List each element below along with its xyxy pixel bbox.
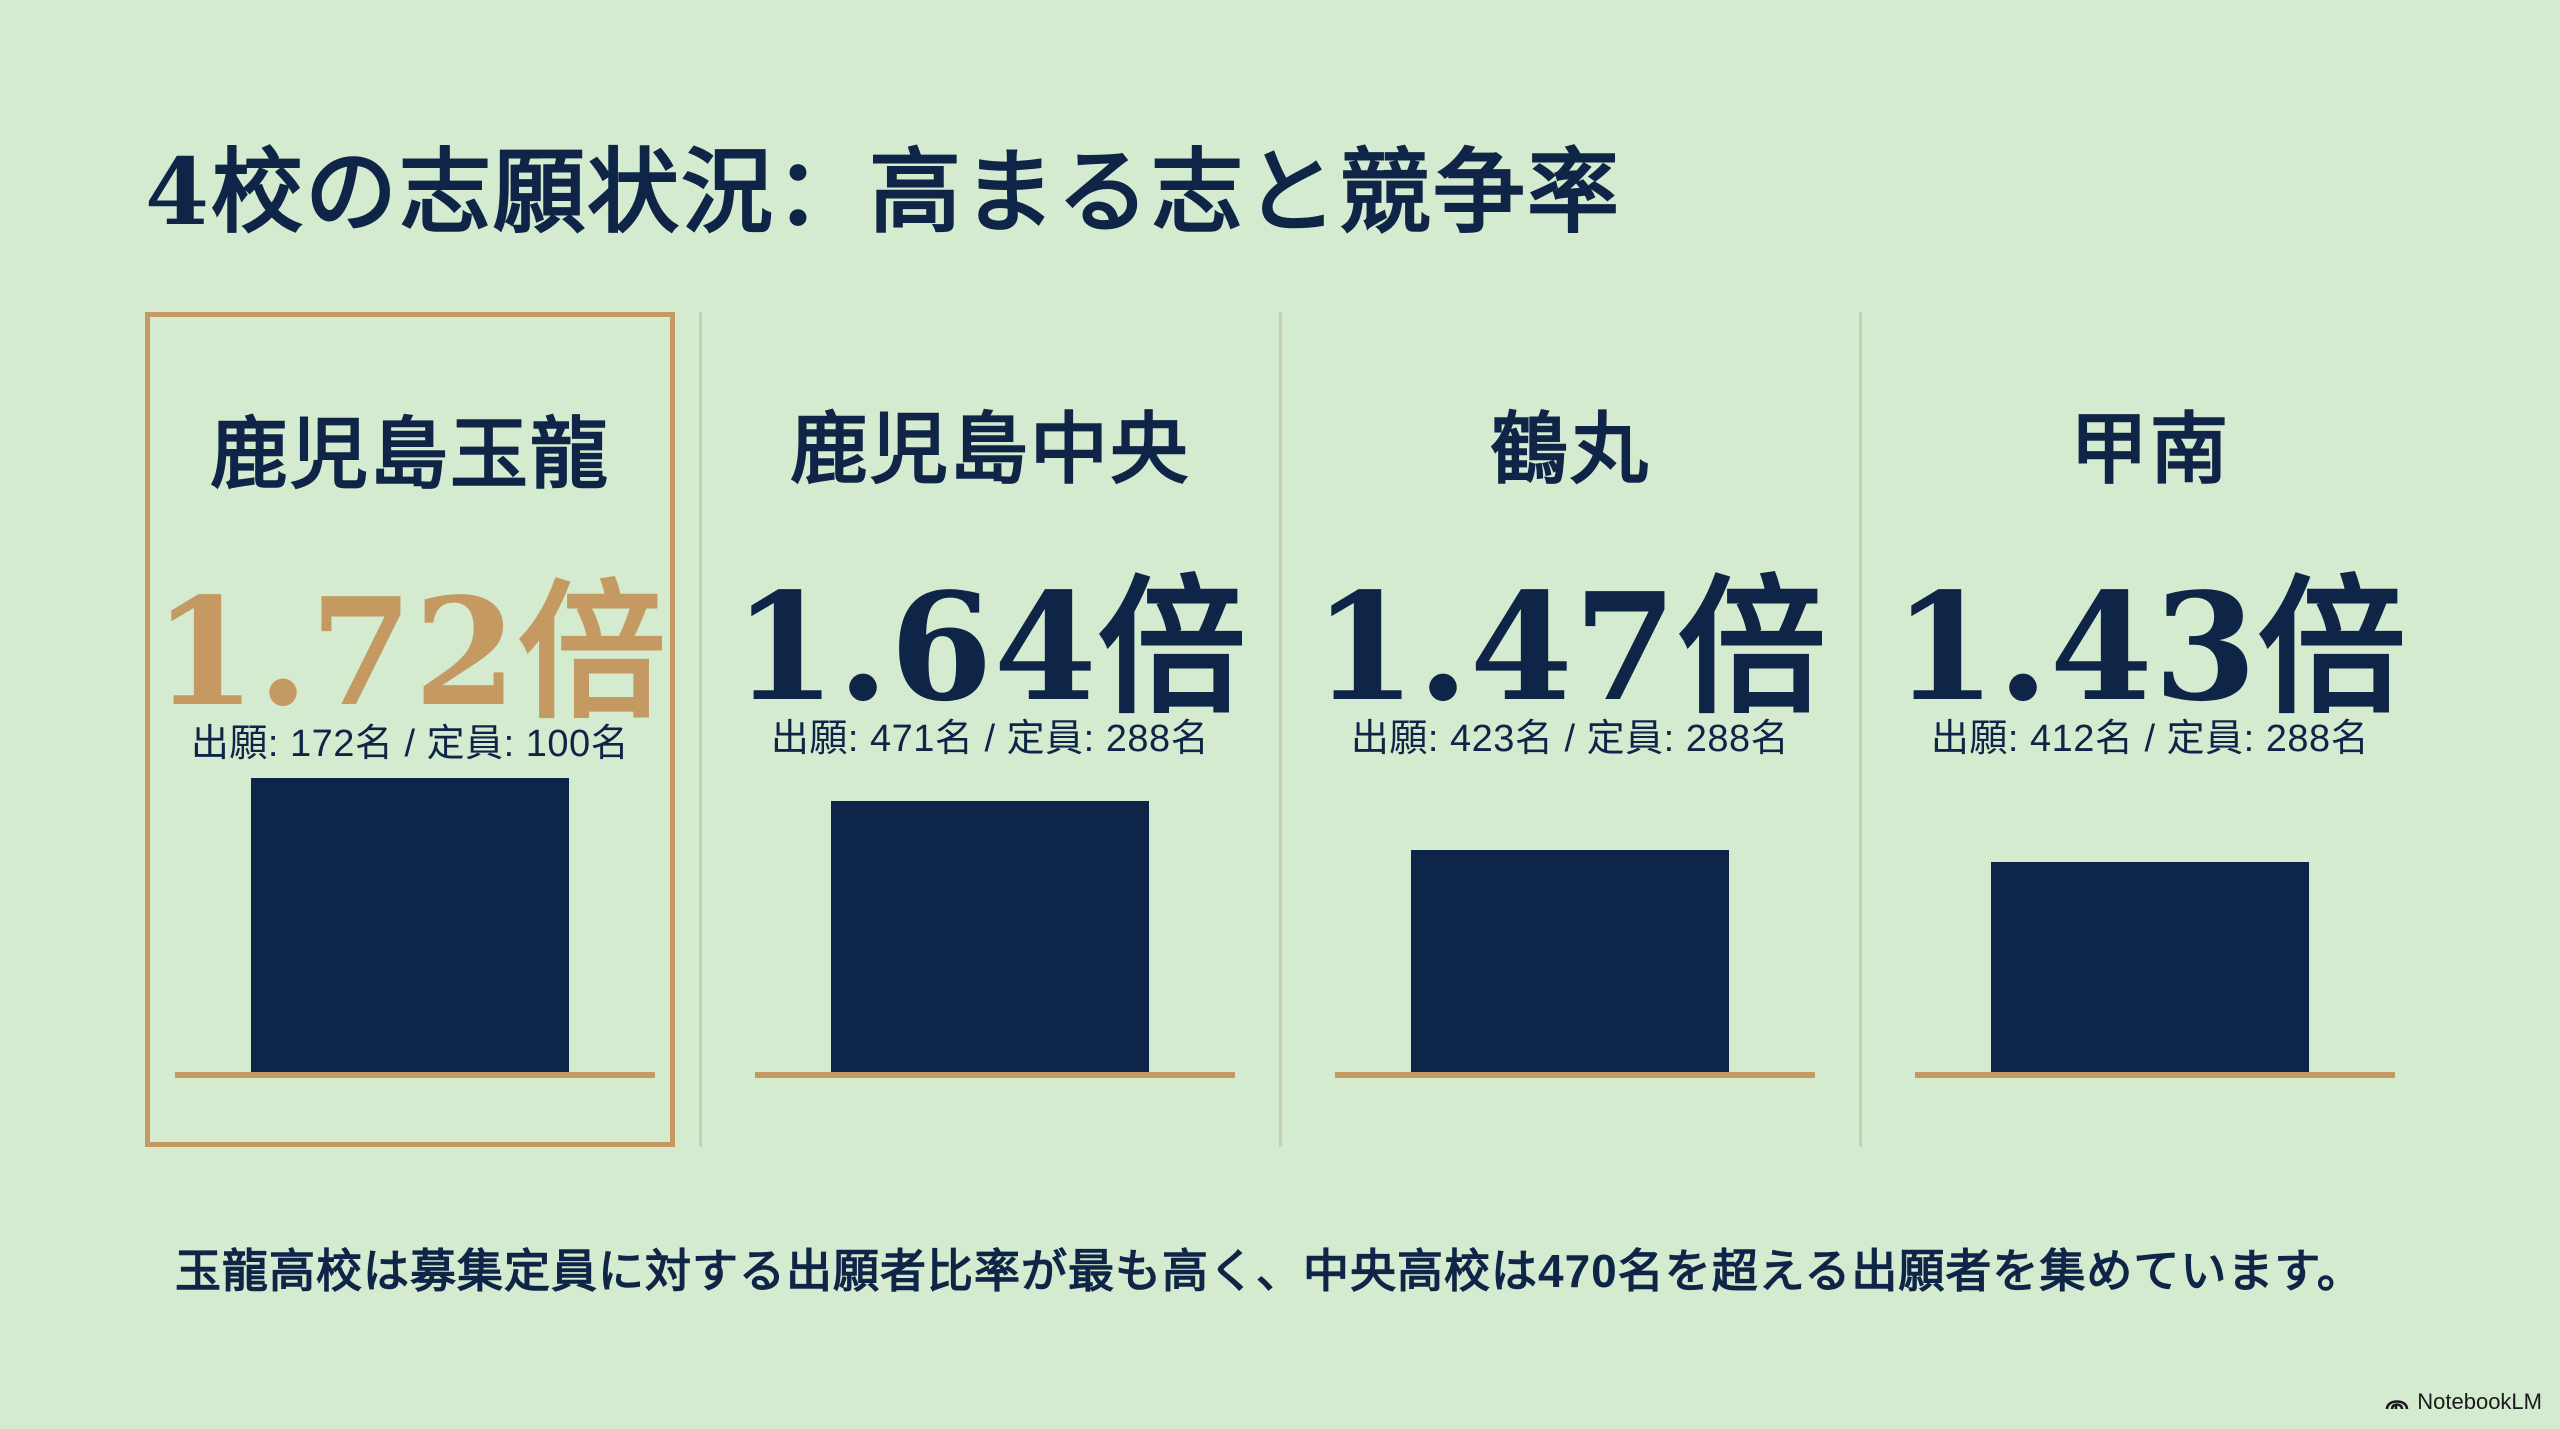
ratio-value: 1.72倍 xyxy=(153,565,667,739)
school-card: 鹿児島玉龍 1.72倍 出願: 172名 / 定員: 100名 xyxy=(145,312,675,1147)
ratio-bar xyxy=(1991,862,2309,1072)
ratio-bar xyxy=(1411,850,1729,1072)
card-divider xyxy=(699,312,702,1147)
school-name: 鹿児島玉龍 xyxy=(209,409,610,500)
applicant-stats: 出願: 412名 / 定員: 288名 xyxy=(1930,718,2370,760)
watermark-text: NotebookLM xyxy=(2417,1389,2542,1414)
page-title: 4校の志願状況：高まる志と競争率 xyxy=(145,138,1622,246)
notebooklm-logo-icon xyxy=(2385,1400,2409,1410)
applicant-stats: 出願: 471名 / 定員: 288名 xyxy=(770,718,1210,760)
chart-cards: 鹿児島玉龍 1.72倍 出願: 172名 / 定員: 100名 鹿児島中央 1.64倍出… xyxy=(145,312,2406,1147)
bar-baseline xyxy=(175,1072,655,1078)
school-card: 甲南 1.43倍 出願: 412名 / 定員: 288名 xyxy=(1885,312,2415,1147)
ratio-bar xyxy=(831,801,1149,1072)
watermark: NotebookLM xyxy=(2385,1389,2542,1415)
school-name: 鶴丸 xyxy=(1489,404,1650,495)
bar-baseline xyxy=(755,1072,1235,1078)
bar-baseline xyxy=(1335,1072,1815,1078)
school-name: 鹿児島中央 xyxy=(789,404,1190,495)
school-name: 甲南 xyxy=(2069,404,2230,495)
applicant-stats: 出願: 423名 / 定員: 288名 xyxy=(1350,718,1790,760)
card-divider xyxy=(1279,312,1282,1147)
card-divider xyxy=(1859,312,1862,1147)
applicant-stats: 出願: 172名 / 定員: 100名 xyxy=(190,723,630,765)
school-card: 鶴丸 1.47倍 出願: 423名 / 定員: 288名 xyxy=(1305,312,1835,1147)
ratio-value: 1.64倍 xyxy=(733,560,1247,734)
chart-caption: 玉龍高校は募集定員に対する出願者比率が最も高く、中央高校は470名を超える出願者… xyxy=(175,1245,2364,1297)
ratio-value: 1.47倍 xyxy=(1313,560,1827,734)
ratio-value: 1.43倍 xyxy=(1893,560,2407,734)
ratio-bar xyxy=(251,778,569,1072)
bar-baseline xyxy=(1915,1072,2395,1078)
school-card: 鹿児島中央 1.64倍 出願: 471名 / 定員: 288名 xyxy=(725,312,1255,1147)
